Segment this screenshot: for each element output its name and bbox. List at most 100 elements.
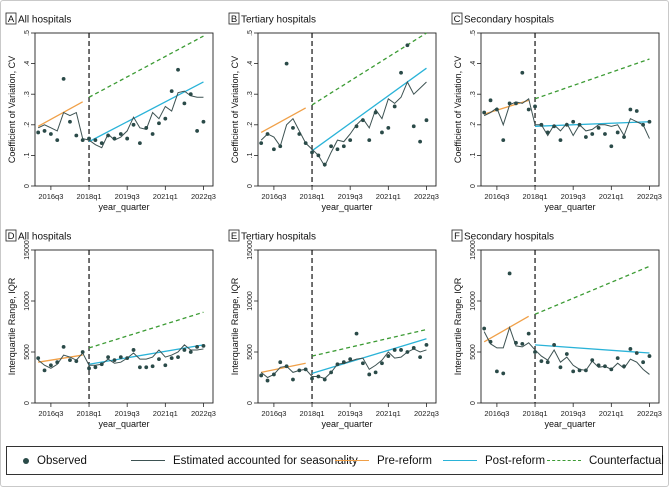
panel-c-y-tick-label: .1 — [470, 152, 477, 158]
panel-c-observed-point — [494, 107, 499, 112]
panel-b-y-tick-label: .4 — [247, 61, 254, 67]
panel-f-observed-point — [564, 352, 569, 356]
panel-e-plot-area — [257, 249, 437, 404]
panel-b-y-tick-label: 0 — [247, 184, 254, 188]
panel-c-observed-point — [583, 135, 588, 139]
panel-b-x-tick-label: 2019q3 — [338, 192, 363, 201]
panel-a-title: All hospitals — [18, 15, 71, 26]
panel-a-observed-point — [150, 132, 155, 136]
panel-f-observed-point — [545, 360, 550, 365]
panel-d-x-axis-label: year_quarter — [98, 419, 149, 429]
panel-c-y-tick-label: .5 — [470, 30, 477, 36]
panel-a-observed-point — [169, 89, 174, 94]
panel-a-observed-point — [112, 136, 117, 141]
panel-e-observed-point — [303, 367, 308, 372]
panel-b-observed-point — [291, 125, 295, 130]
panel-a-x-axis-label: year_quarter — [98, 202, 149, 212]
legend-marker-observed — [23, 457, 29, 464]
panel-d-observed-point — [201, 343, 206, 348]
panel-f-observed-point — [488, 339, 493, 344]
panel-c-observed-point — [507, 101, 512, 106]
panel-c-observed-point — [647, 119, 652, 124]
panel-f-observed-point — [577, 368, 582, 373]
panel-b-y-tick-label: .5 — [247, 30, 254, 36]
panel-e-observed-point — [424, 342, 429, 347]
panel-d-observed-point — [68, 358, 72, 363]
panel-b-observed-point — [392, 104, 397, 109]
panel-f-y-tick-label: 5000 — [470, 344, 477, 360]
panel-b-y-tick-label: .3 — [247, 91, 254, 97]
panel-b-x-tick-label: 2016q3 — [261, 192, 286, 201]
panel-d-observed-point — [150, 364, 155, 369]
panel-e-title: Tertiary hospitals — [241, 232, 316, 243]
panel-d-observed-point — [131, 348, 136, 352]
panel-e-observed-point — [284, 364, 289, 369]
legend-item-post-reform: Post-reform — [443, 447, 545, 474]
panel-f-observed-point — [634, 351, 639, 355]
panel-a-observed-point — [42, 129, 47, 133]
panel-f-observed-point — [615, 356, 620, 361]
panel-b-observed-point — [360, 118, 365, 123]
panel-d-observed-point — [195, 345, 200, 349]
panel-d-pre-reform-line — [38, 354, 83, 363]
panel-d-y-tick-label: 15000 — [24, 240, 31, 260]
panel-a-y-tick-label: 0 — [24, 184, 31, 188]
panel-d-observed-point — [118, 355, 123, 359]
panel-a-observed-point — [201, 119, 206, 124]
panel-f-observed-point — [596, 363, 601, 368]
panel-f-x-tick-label: 2021q1 — [599, 409, 624, 418]
panel-c-x-tick-label: 2016q3 — [484, 192, 509, 201]
panel-d-observed-point — [87, 366, 91, 371]
panel-d-title: All hospitals — [18, 232, 71, 243]
panel-d-counterfactual-line — [88, 311, 204, 349]
panel-e-observed-point — [348, 357, 353, 362]
panel-b-observed-point — [259, 141, 264, 146]
panel-d-observed-point — [93, 365, 98, 370]
panel-a-observed-point — [157, 121, 161, 126]
panel-e-observed-point — [399, 348, 403, 352]
panel-e-x-tick-label: 2018q1 — [300, 409, 325, 418]
panel-e-observed-point — [380, 361, 384, 366]
panel-c-letter: C — [454, 14, 461, 25]
panel-b-observed-point — [418, 139, 423, 144]
panel-b-observed-point — [380, 130, 384, 135]
panel-d-observed-point — [42, 368, 47, 373]
panel-d-letter: D — [8, 231, 15, 242]
panel-c-y-tick-label: .4 — [470, 61, 477, 67]
panel-f-observed-point — [641, 360, 646, 365]
legend-marker-pre-reform — [335, 460, 369, 461]
panel-a-observed-point — [195, 129, 200, 133]
panel-a-observed-point — [137, 141, 142, 146]
panel-c-observed-point — [634, 109, 639, 113]
panel-f-observed-point — [533, 350, 537, 354]
panel-a-estimated-line — [37, 90, 204, 149]
panel-d-estimated-line — [37, 344, 204, 369]
panel-a-x-tick-label: 2021q1 — [153, 192, 178, 201]
panel-b-observed-point — [335, 147, 340, 152]
panel-e-y-tick-label: 10000 — [247, 291, 254, 311]
panel-a-letter: A — [8, 14, 15, 25]
panel-e-observed-point — [265, 378, 270, 383]
legend-marker-estimated — [131, 460, 165, 461]
panel-e-observed-point — [297, 368, 302, 373]
panel-d-observed-point — [61, 345, 66, 349]
panel-f-observed-point — [520, 341, 525, 346]
panel-f-observed-point — [609, 367, 614, 372]
panel-a-pre-reform-line — [37, 101, 83, 127]
panel-a-x-tick-label: 2016q3 — [38, 192, 63, 201]
panel-b-y-tick-label: .2 — [247, 122, 254, 128]
legend-label-pre-reform: Pre-reform — [377, 454, 432, 467]
panel-c-y-tick-label: .2 — [470, 122, 477, 128]
panel-d-observed-point — [99, 362, 104, 367]
panel-b-x-tick-label: 2021q1 — [376, 192, 401, 201]
legend-item-pre-reform: Pre-reform — [335, 447, 432, 474]
panel-e-observed-point — [354, 331, 359, 336]
panel-f-y-tick-label: 15000 — [470, 240, 477, 260]
panel-f-x-tick-label: 2018q1 — [523, 409, 548, 418]
panel-b-observed-point — [348, 138, 353, 143]
panel-c-observed-point — [482, 110, 487, 115]
panel-c-x-tick-label: 2019q3 — [561, 192, 586, 201]
panel-d-plot-area — [34, 249, 214, 404]
